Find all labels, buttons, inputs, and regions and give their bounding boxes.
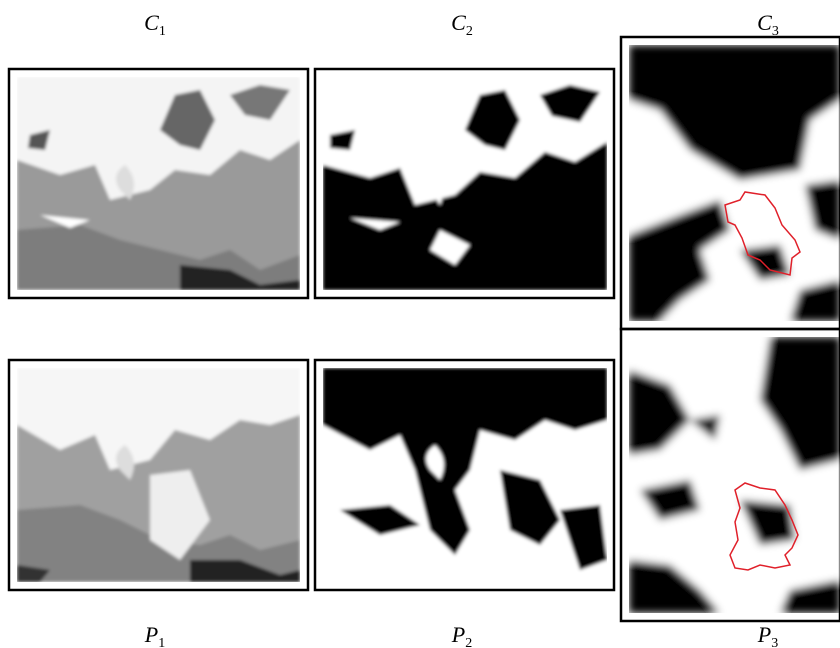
panel-p3-image <box>619 327 840 623</box>
panel-c2-image <box>313 67 616 300</box>
panel-p2-image <box>313 358 616 592</box>
panel-label: P3 <box>757 622 778 648</box>
panel-label: C2 <box>451 10 473 39</box>
panel-c3-image <box>619 35 840 331</box>
panel-label: C1 <box>144 10 166 39</box>
panel-label: P2 <box>451 622 472 648</box>
panel-label: C3 <box>757 10 779 39</box>
panel-label: P1 <box>144 622 165 648</box>
panel-c1-image <box>7 67 310 300</box>
panel-p1-image <box>7 358 310 592</box>
